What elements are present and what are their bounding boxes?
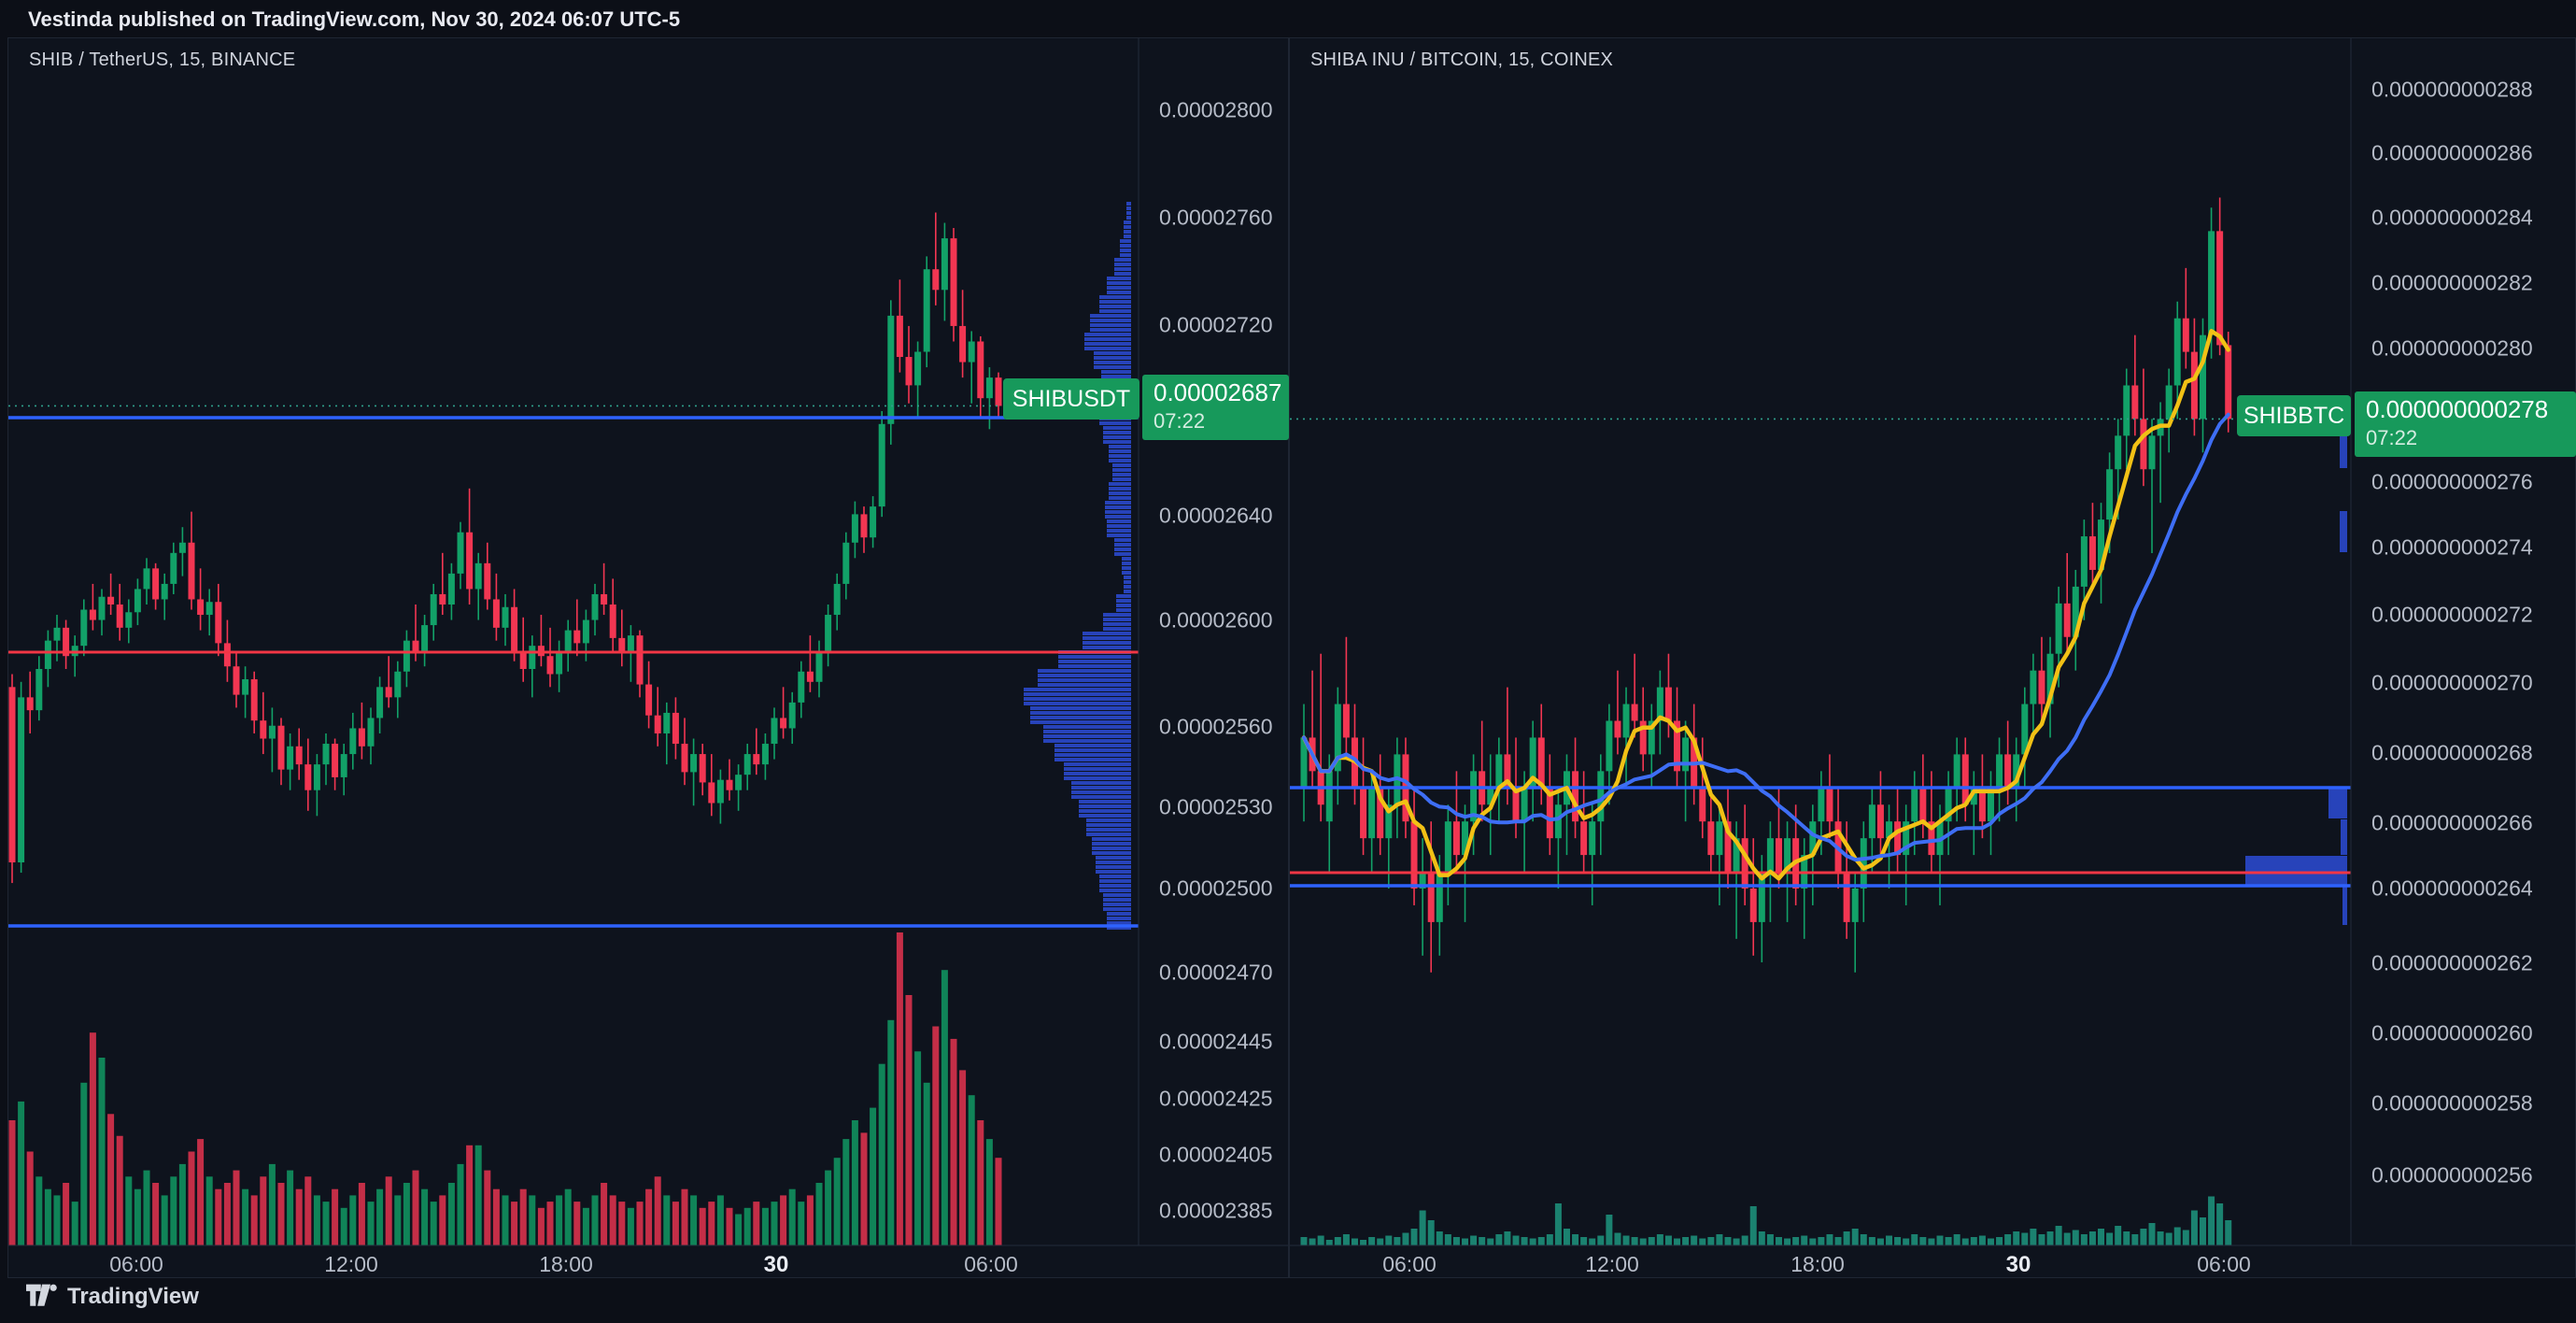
price-axis-label: 0.00002760 [1159, 205, 1273, 230]
tradingview-logo-icon [26, 1284, 57, 1306]
symbol-price-label-badge: SHIBBTC [2237, 395, 2351, 436]
price-axis-label: 0.00002445 [1159, 1029, 1273, 1054]
publish-header: Vestinda published on TradingView.com, N… [28, 7, 681, 31]
price-axis-label: 0.000000000258 [2371, 1090, 2533, 1116]
price-axis-label: 0.000000000288 [2371, 77, 2533, 102]
price-axis-label: 0.000000000260 [2371, 1020, 2533, 1046]
time-axis-label: 06:00 [964, 1252, 1018, 1276]
price-axis-label: 0.00002470 [1159, 960, 1273, 985]
price-axis-label: 0.00002800 [1159, 97, 1273, 122]
tradingview-brand-text: TradingView [67, 1284, 199, 1309]
last-price-badge: 0.000000000278 07:22 [2355, 391, 2576, 457]
bar-countdown: 07:22 [2366, 426, 2418, 449]
price-axis-label: 0.000000000270 [2371, 670, 2533, 695]
price-axis-label: 0.000000000264 [2371, 875, 2533, 901]
chart-pane-shibbtc: SHIBA INU / BITCOIN, 15, COINEX SHIBBTC … [1289, 37, 2576, 1278]
price-axis-label: 0.000000000272 [2371, 602, 2533, 627]
time-axis-label: 06:00 [2197, 1252, 2251, 1276]
price-axis-label: 0.000000000286 [2371, 140, 2533, 165]
price-axis-label: 0.00002405 [1159, 1142, 1273, 1167]
time-axis-label: 06:00 [109, 1252, 163, 1276]
price-axis-label: 0.000000000274 [2371, 534, 2533, 560]
price-axis-label: 0.00002385 [1159, 1198, 1273, 1223]
price-axis-label: 0.00002600 [1159, 607, 1273, 633]
price-axis-label: 0.00002425 [1159, 1086, 1273, 1111]
time-axis-label: 12:00 [1585, 1252, 1639, 1276]
price-axis-label: 0.000000000276 [2371, 469, 2533, 494]
price-axis-label: 0.00002640 [1159, 503, 1273, 528]
chart-title: SHIB / TetherUS, 15, BINANCE [29, 50, 296, 70]
price-axis-label: 0.000000000280 [2371, 335, 2533, 361]
price-axis-label: 0.000000000266 [2371, 810, 2533, 835]
price-chart-canvas[interactable] [8, 38, 1288, 1277]
time-axis-label: 12:00 [324, 1252, 378, 1276]
price-axis-label: 0.00002720 [1159, 312, 1273, 337]
price-axis-label: 0.000000000282 [2371, 270, 2533, 295]
price-axis-label: 0.000000000256 [2371, 1162, 2533, 1188]
last-price-value: 0.000000000278 [2366, 395, 2549, 423]
price-axis-label: 0.00002530 [1159, 794, 1273, 819]
chart-title: SHIBA INU / BITCOIN, 15, COINEX [1310, 50, 1614, 70]
price-axis-label: 0.000000000284 [2371, 205, 2533, 230]
time-axis-label: 30 [2005, 1252, 2031, 1277]
time-axis-label: 18:00 [1790, 1252, 1845, 1276]
price-chart-canvas[interactable] [1290, 38, 2575, 1277]
price-axis-label: 0.000000000268 [2371, 740, 2533, 765]
chart-pane-shibusdt: SHIB / TetherUS, 15, BINANCE SHIBUSDT 0.… [7, 37, 1289, 1278]
price-axis-label: 0.000000000262 [2371, 950, 2533, 975]
bar-countdown: 07:22 [1154, 409, 1206, 433]
tradingview-attribution[interactable]: TradingView [26, 1284, 199, 1310]
price-axis-label: 0.00002500 [1159, 875, 1273, 901]
symbol-price-label-badge: SHIBUSDT [1003, 378, 1139, 420]
time-axis-label: 18:00 [539, 1252, 593, 1276]
last-price-value: 0.00002687 [1154, 378, 1282, 406]
price-axis-label: 0.00002560 [1159, 714, 1273, 739]
last-price-badge: 0.00002687 07:22 [1142, 375, 1289, 440]
time-axis-label: 30 [763, 1252, 789, 1277]
time-axis-label: 06:00 [1382, 1252, 1437, 1276]
